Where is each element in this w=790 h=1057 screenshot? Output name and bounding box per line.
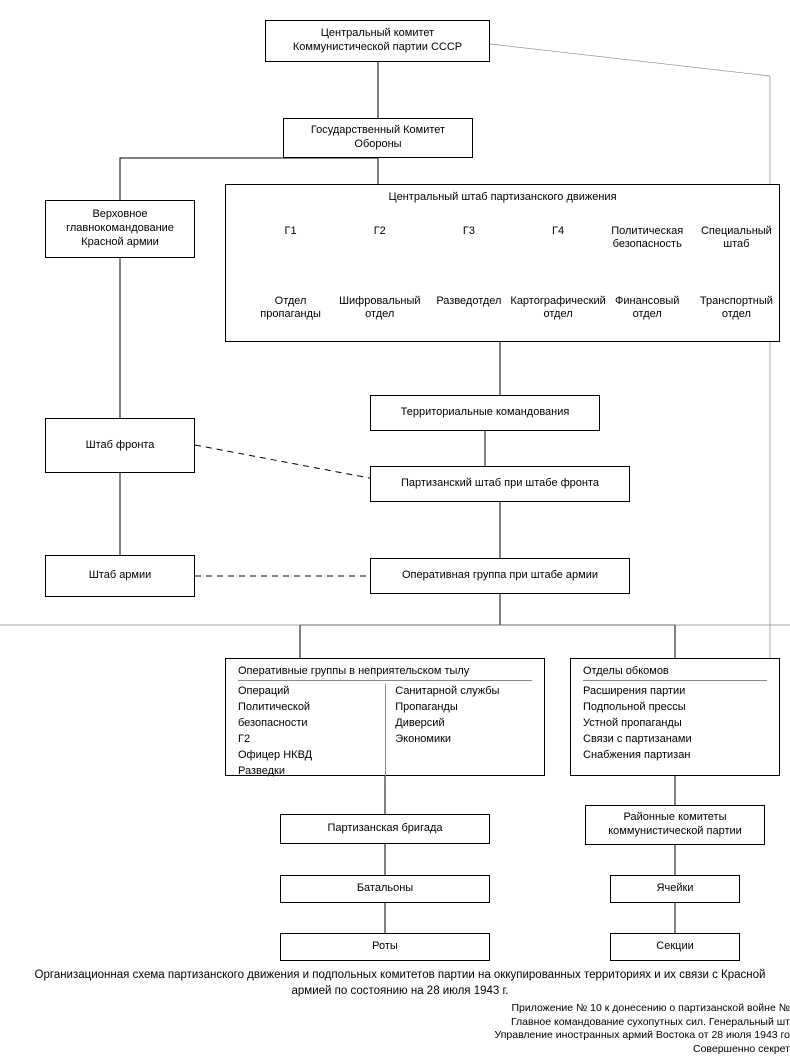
csh-row2-label: Транспортныйотдел: [688, 295, 784, 321]
csh-row1-label: Г3: [424, 225, 514, 238]
ogt-title: Оперативные группы в неприятельском тылу: [238, 665, 532, 677]
node-text: Партизанская бригада: [328, 822, 443, 836]
caption-main-text: Организационная схема партизанского движ…: [35, 969, 766, 997]
csh-row1-label: Политическаябезопасность: [602, 225, 692, 251]
node-text: Секции: [656, 940, 693, 954]
node-text: Оперативная группа при штабе армии: [402, 569, 598, 583]
node-text: Ячейки: [657, 882, 694, 896]
node-text: ВерховноеглавнокомандованиеКрасной армии: [66, 208, 174, 249]
node-op-groups-rear: Оперативные группы в неприятельском тылу…: [225, 658, 545, 776]
csh-title: Центральный штаб партизанского движения: [236, 191, 769, 203]
csh-row2-label: Разведотдел: [421, 295, 517, 308]
csh-row1-label: Г4: [513, 225, 603, 238]
node-text: Районные комитетыкоммунистической партии: [608, 811, 742, 839]
ogt-col-left: ОперацийПолитическойбезопасностиГ2Офицер…: [238, 684, 375, 780]
node-supreme-command: ВерховноеглавнокомандованиеКрасной армии: [45, 200, 195, 258]
node-territorial-commands: Территориальные командования: [370, 395, 600, 431]
csh-row1-label: Г2: [335, 225, 425, 238]
node-district-committees: Районные комитетыкоммунистической партии: [585, 805, 765, 845]
csh-row1-label: Г1: [246, 225, 336, 238]
node-army-hq: Штаб армии: [45, 555, 195, 597]
node-central-committee: Центральный комитетКоммунистической парт…: [265, 20, 490, 62]
node-battalions: Батальоны: [280, 875, 490, 903]
obk-title: Отделы обкомов: [583, 665, 767, 677]
caption-main: Организационная схема партизанского движ…: [15, 968, 785, 999]
node-partisan-brigade: Партизанская бригада: [280, 814, 490, 844]
node-sections: Секции: [610, 933, 740, 961]
node-partisan-hq-front: Партизанский штаб при штабе фронта: [370, 466, 630, 502]
node-op-group-army: Оперативная группа при штабе армии: [370, 558, 630, 594]
node-text: Партизанский штаб при штабе фронта: [401, 477, 599, 491]
node-text: Центральный комитетКоммунистической парт…: [293, 27, 462, 55]
csh-row2-label: Шифровальныйотдел: [332, 295, 428, 321]
node-cells: Ячейки: [610, 875, 740, 903]
ogt-col-right: Санитарной службыПропагандыДиверсийЭконо…: [395, 684, 532, 780]
obk-items: Расширения партииПодпольной прессыУстной…: [583, 684, 767, 764]
csh-row1-label: Специальный штаб: [691, 225, 781, 251]
csh-row2-label: Картографическийотдел: [510, 295, 606, 321]
node-text: Роты: [372, 940, 398, 954]
csh-row2-label: Финансовыйотдел: [599, 295, 695, 321]
node-text: Государственный КомитетОбороны: [311, 124, 445, 152]
node-text: Территориальные командования: [401, 406, 570, 420]
node-state-defense-committee: Государственный КомитетОбороны: [283, 118, 473, 158]
csh-row2-label: Отделпропаганды: [243, 295, 339, 321]
node-obkom-departments: Отделы обкомов Расширения партииПодпольн…: [570, 658, 780, 776]
node-companies: Роты: [280, 933, 490, 961]
node-central-partisan-hq: Центральный штаб партизанского движения …: [225, 184, 780, 342]
node-text: Штаб армии: [89, 569, 152, 583]
node-front-hq: Штаб фронта: [45, 418, 195, 473]
node-text: Батальоны: [357, 882, 413, 896]
caption-sub: Приложение № 10 к донесению о партизанск…: [370, 1002, 790, 1057]
node-text: Штаб фронта: [86, 439, 155, 453]
